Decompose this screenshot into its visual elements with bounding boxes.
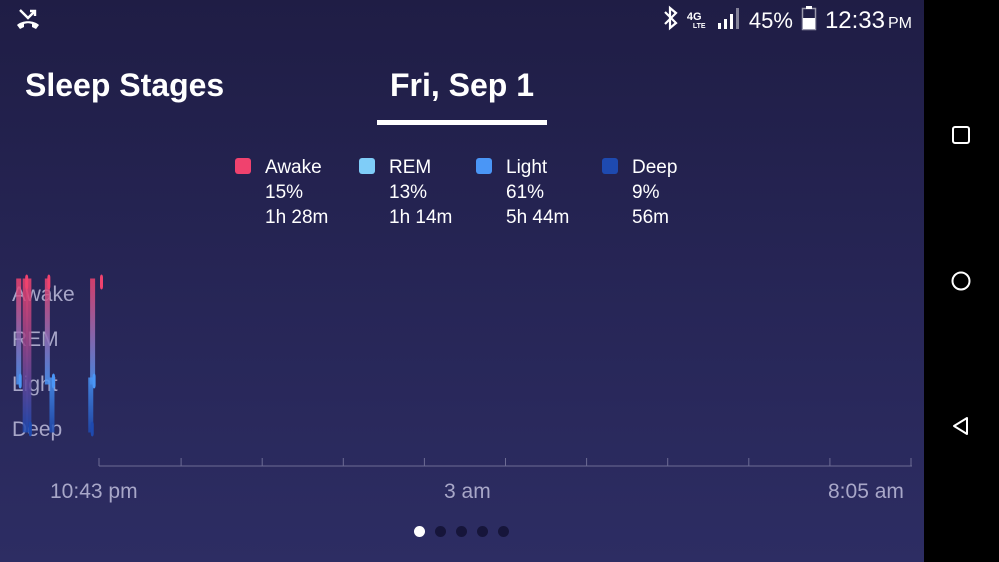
legend-text-light: Light 61% 5h 44m [506,155,569,230]
legend-name: Awake [265,157,322,178]
lte-icon: 4G LTE [687,8,709,34]
legend-name: Deep [632,157,678,178]
legend-swatch-deep [602,158,618,174]
x-label-end: 8:05 am [828,480,904,503]
segment-light [92,373,96,389]
legend-swatch-light [476,158,492,174]
clock-ampm: PM [888,14,912,32]
segment-deep [90,421,94,437]
segment-awake [47,274,51,290]
app-screen: 4G LTE 45% 12:33 PM Sl [0,0,924,562]
segment-awake [25,274,29,290]
x-label-mid: 3 am [444,480,491,503]
stage-transition [44,278,50,385]
page-dot[interactable] [435,526,446,537]
stage-transition [22,278,28,433]
page-dot[interactable] [477,526,488,537]
legend-duration: 1h 28m [265,207,329,228]
page-indicator [414,526,509,537]
legend-percent: 9% [632,182,660,203]
square-icon [952,126,970,144]
legend-duration: 5h 44m [506,207,570,228]
tab-sleep-stages[interactable]: Sleep Stages [25,67,225,103]
legend-percent: 13% [389,182,428,203]
legend-swatch-awake [235,158,251,174]
stage-transition [16,278,22,385]
missed-call-icon [14,6,42,39]
page-dot[interactable] [498,526,509,537]
status-bar: 4G LTE 45% 12:33 PM [0,0,924,40]
back-button[interactable] [945,410,977,442]
segment-awake [100,274,103,290]
legend-text-deep: Deep 9% 56m [632,155,677,230]
legend-percent: 15% [265,182,304,203]
recents-button[interactable] [945,119,977,151]
legend-text-rem: REM 13% 1h 14m [389,155,452,230]
stage-transition [90,278,96,385]
battery-percent: 45% [748,7,793,33]
date-tab-indicator [377,120,547,125]
tab-date[interactable]: Fri, Sep 1 [389,67,535,103]
x-label-start: 10:43 pm [50,480,138,503]
legend-percent: 61% [506,182,545,203]
page-dot[interactable] [456,526,467,537]
lte-sub-text: LTE [692,22,706,30]
segment-deep [28,421,32,437]
segment-light [51,373,55,389]
legend-name: Light [506,157,548,178]
lte-badge-text: 4G [686,10,702,23]
triangle-back-icon [953,417,968,435]
segment-light [18,373,22,389]
sleep-stage-chart [16,274,912,467]
legend-duration: 56m [632,207,669,228]
battery-icon [801,5,817,36]
clock: 12:33 PM [825,7,912,35]
status-icons: 4G LTE 45% 12:33 PM [663,5,912,36]
legend-text-awake: Awake 15% 1h 28m [265,155,328,230]
circle-icon [951,271,971,291]
clock-time: 12:33 [824,6,885,34]
legend-swatch-rem [359,158,375,174]
stage-transition [88,377,94,433]
stage-transition [26,278,32,433]
stage-transition [49,377,55,433]
android-nav-bar [924,0,999,562]
home-button[interactable] [945,265,977,297]
signal-icon [717,6,741,35]
legend-duration: 1h 14m [389,207,453,228]
legend-name: REM [389,157,432,178]
page-dot[interactable] [414,526,425,537]
bluetooth-icon [663,5,679,36]
